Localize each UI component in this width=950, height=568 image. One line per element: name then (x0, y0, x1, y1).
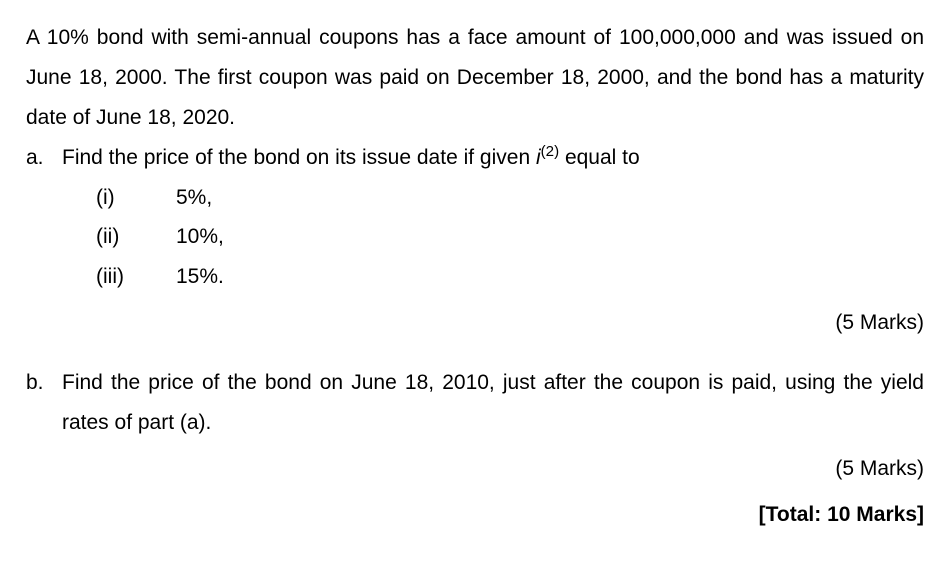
sub-value: 10%, (176, 217, 924, 257)
part-b-prompt: Find the price of the bond on June 18, 2… (62, 363, 924, 443)
sub-label: (iii) (96, 257, 176, 297)
part-b: b. Find the price of the bond on June 18… (26, 363, 924, 443)
sub-label: (ii) (96, 217, 176, 257)
part-a-letter: a. (26, 138, 62, 178)
part-a-text-pre: Find the price of the bond on its issue … (62, 146, 536, 169)
total-marks: [Total: 10 Marks] (26, 495, 924, 535)
spacer (26, 343, 924, 363)
sub-item-ii: (ii) 10%, (26, 217, 924, 257)
question-page: A 10% bond with semi-annual coupons has … (0, 0, 950, 535)
intro-paragraph: A 10% bond with semi-annual coupons has … (26, 18, 924, 138)
sub-item-iii: (iii) 15%. (26, 257, 924, 297)
part-a: a. Find the price of the bond on its iss… (26, 138, 924, 178)
part-a-text-post: equal to (559, 146, 640, 169)
part-b-letter: b. (26, 363, 62, 403)
part-b-marks: (5 Marks) (26, 449, 924, 489)
part-a-marks: (5 Marks) (26, 303, 924, 343)
sub-value: 15%. (176, 257, 924, 297)
sub-value: 5%, (176, 178, 924, 218)
superscript: (2) (541, 143, 559, 160)
sub-item-i: (i) 5%, (26, 178, 924, 218)
sub-label: (i) (96, 178, 176, 218)
part-a-prompt: Find the price of the bond on its issue … (62, 138, 924, 178)
